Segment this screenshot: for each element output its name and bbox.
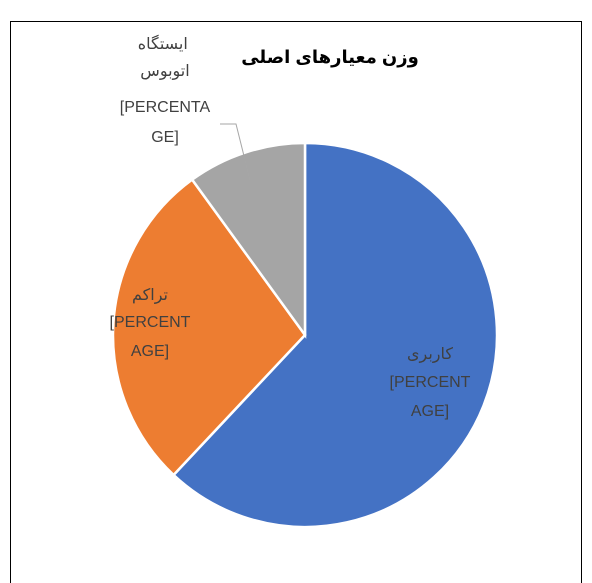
- leader-line: [220, 123, 251, 181]
- category-label: تراکم: [132, 287, 168, 305]
- pie-slice: [190, 141, 307, 339]
- category-label: ایستگاه اتوبوس: [138, 34, 193, 81]
- chart-title: وزن معیارهای اصلی: [241, 47, 419, 68]
- pie-slice: [111, 177, 307, 477]
- category-label: کاربری: [407, 346, 453, 364]
- pie-slice: [171, 141, 499, 529]
